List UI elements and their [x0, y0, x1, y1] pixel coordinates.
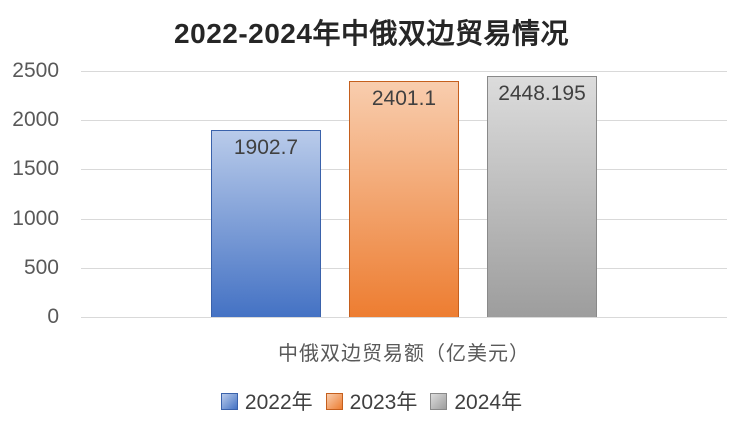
bar-2024年: 2448.195 — [487, 76, 597, 317]
y-tick-label-500: 500 — [23, 255, 59, 279]
legend-label-2024年: 2024年 — [454, 391, 523, 414]
bar-2023年: 2401.1 — [349, 80, 459, 317]
legend-item-2024年: 2024年 — [430, 386, 522, 416]
legend-swatch-icon — [430, 392, 448, 410]
legend-swatch-icon — [220, 392, 238, 410]
chart-title: 2022-2024年中俄双边贸易情况 — [174, 18, 569, 49]
bar-data-label-2024年: 2448.195 — [498, 82, 586, 106]
legend-label-2023年: 2023年 — [349, 391, 418, 414]
y-tick-label-0: 0 — [47, 305, 59, 328]
gridline-0 — [81, 317, 727, 318]
bar-data-label-2023年: 2401.1 — [371, 86, 437, 110]
y-tick-label-1000: 1000 — [12, 206, 59, 230]
bar-data-label-2022年: 1902.7 — [233, 135, 299, 159]
legend: 2022年 2023年 2024年 — [0, 386, 743, 416]
bar-2022年: 1902.7 — [211, 129, 321, 317]
legend-label-2022年: 2022年 — [244, 391, 313, 414]
legend-item-2023年: 2023年 — [325, 386, 418, 416]
gridline-2500 — [81, 71, 727, 72]
legend-swatch-icon — [325, 392, 343, 410]
legend-item-2022年: 2022年 — [220, 386, 313, 416]
y-tick-label-2500: 2500 — [12, 59, 59, 82]
plot-area: 0 500 1000 1500 2000 2500 1902.7 2401.1 2448.195 — [12, 59, 727, 328]
y-tick-label-2000: 2000 — [12, 108, 59, 132]
x-axis-label: 中俄双边贸易额（亿美元） — [278, 343, 530, 365]
y-tick-label-1500: 1500 — [12, 157, 59, 181]
